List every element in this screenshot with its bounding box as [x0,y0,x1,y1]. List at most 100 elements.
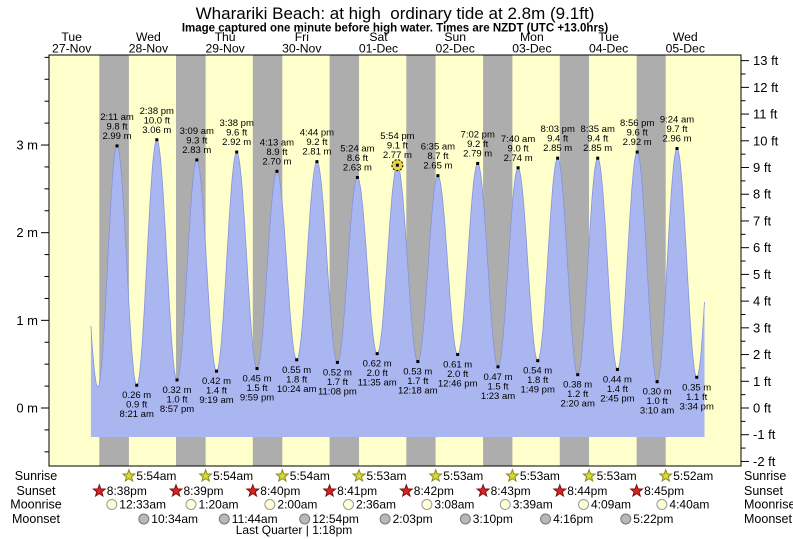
high-tide-event: 3:09 am9.3 ft2.83 m [180,126,214,162]
right-axis-tick-label: 3 ft [753,320,771,335]
tide-extreme-dot [436,174,440,178]
tide-extreme-dot [335,360,339,364]
moonset-entry: 5:22pm [620,512,673,526]
tide-extreme-dot [556,156,560,160]
day-label-weekday: Wed [673,30,698,44]
tide-label-time: 3:38 pm [220,118,254,129]
sunset-time: 8:43pm [491,484,531,498]
low-tide-event: 0.38 m1.2 ft2:20 am [561,373,595,410]
tide-label-time: 3:10 am [640,406,674,417]
tide-label-m: 0.42 m [202,376,231,387]
high-tide-event: 9:24 am9.7 ft2.96 m [660,115,694,151]
sunset-star-icon [245,483,261,498]
high-tide-event: 8:35 am9.4 ft2.85 m [581,124,615,160]
moonset-time: 5:22pm [633,512,673,526]
moonset-time: 12:54pm [312,512,359,526]
sunrise-star-icon [581,468,597,483]
sunset-time: 8:44pm [567,484,607,498]
tide-label-m: 2.85 m [583,143,612,154]
right-axis-tick-label: 2 ft [753,347,771,362]
tide-label-ft: 9.6 ft [627,128,648,139]
day-label-weekday: Thu [215,30,236,44]
tide-extreme-dot [695,375,699,379]
tide-extreme-dot [516,166,520,170]
sunset-time: 8:39pm [184,484,224,498]
sunrise-star-icon [505,468,520,483]
day-label-weekday: Sat [369,30,388,44]
low-tide-event: 0.30 m1.0 ft3:10 am [640,380,674,417]
sunset-star-icon [322,483,337,498]
tide-label-time: 7:02 pm [461,129,495,140]
tide-label-m: 2.63 m [343,163,372,174]
moonset-entry: 3:10pm [459,512,513,526]
sunrise-entry: 5:53am [351,468,407,483]
tide-area [90,139,705,438]
day-label-weekday: Mon [520,30,544,44]
left-axis-tick-label: 0 m [16,401,38,416]
sunrise-row-label-left: Sunrise [15,469,57,483]
moonset-entry: 10:34am [138,512,198,526]
tide-extreme-dot [195,158,199,162]
tide-label-time: 3:09 am [180,126,214,137]
sunset-entry: 8:45pm [629,483,684,498]
moon-phase-label: Last Quarter | 1:18pm [236,523,353,537]
right-axis-tick-label: -2 ft [753,454,776,469]
moonrise-time: 3:39am [513,498,553,512]
sunrise-star-icon [428,468,443,483]
sunset-time: 8:38pm [107,484,147,498]
sunset-time: 8:42pm [414,484,454,498]
tide-label-ft: 1.5 ft [487,381,508,392]
tide-label-m: 2.92 m [623,137,652,148]
low-tide-event: 0.47 m1.5 ft1:23 am [481,365,515,402]
high-tide-event: 5:24 am8.6 ft2.63 m [340,144,375,179]
sunrise-row-label-right: Sunrise [744,469,786,483]
moonset-time: 10:34am [151,512,198,526]
tide-extreme-dot [215,369,219,373]
moonrise-circle-icon [185,499,197,510]
right-axis-tick-label: 8 ft [753,187,771,202]
moonset-entry: 4:16pm [540,512,593,526]
moonrise-entry: 4:40am [656,498,709,512]
tide-label-m: 0.35 m [682,382,711,393]
sunset-row-label-left: Sunset [17,484,56,498]
tide-extreme-dot [255,367,259,371]
tide-label-time: 2:38 pm [140,106,174,117]
high-tide-event: 5:54 pm9.1 ft2.77 m [380,131,415,172]
astro-rows: Sunrise Sunset Moonrise Moonset Sunrise … [10,468,793,537]
tide-extreme-dot [615,367,619,371]
high-tide-event: 8:03 pm9.4 ft2.85 m [541,124,575,160]
tide-label-m: 0.54 m [523,366,552,377]
sunrise-time: 5:53am [367,469,407,483]
low-tide-event: 0.32 m1.0 ft8:57 pm [160,378,194,415]
moonset-circle-icon [218,513,230,525]
tide-label-m: 0.32 m [162,385,191,396]
right-axis-tick-label: 5 ft [753,267,771,282]
right-axis-tick-label: -1 ft [753,427,776,442]
moonrise-entry: 2:36am [342,498,396,512]
moonset-time: 4:16pm [553,512,593,526]
tide-label-m: 0.47 m [483,372,512,383]
tide-label-time: 5:24 am [340,144,374,155]
tide-label-ft: 9.4 ft [547,134,568,145]
moonset-time: 3:10pm [473,512,513,526]
sunrise-entry: 5:54am [121,468,176,483]
moonrise-time: 4:40am [669,498,709,512]
tide-label-ft: 9.2 ft [306,137,327,148]
day-label-weekday: Wed [136,30,161,44]
tide-label-time: 2:11 am [100,112,134,123]
sunset-time: 8:41pm [337,484,377,498]
tide-label-ft: 9.4 ft [587,134,608,145]
right-axis-tick-label: 13 ft [753,53,779,68]
tide-label-time: 5:54 pm [380,131,414,142]
tide-label-ft: 9.0 ft [508,143,529,154]
tide-label-m: 2.65 m [423,161,452,172]
page-title: Wharariki Beach: at high ordinary tide a… [196,4,595,23]
tide-label-m: 0.53 m [403,367,432,378]
